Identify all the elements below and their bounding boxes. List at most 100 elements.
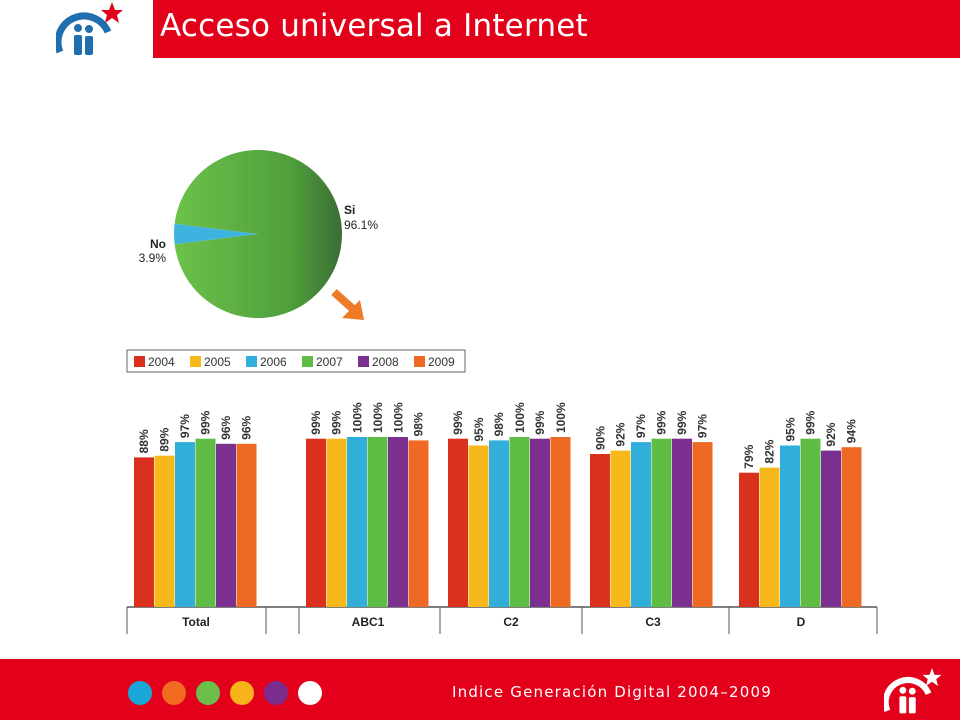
- legend-label-2008: 2008: [372, 355, 399, 369]
- bar-total-2006: [175, 442, 195, 607]
- category-label-abc1: ABC1: [352, 615, 385, 629]
- legend-label-2009: 2009: [428, 355, 455, 369]
- bar-label-total-2004: 88%: [137, 429, 151, 453]
- category-label-c2: C2: [503, 615, 519, 629]
- bar-total-2008: [216, 443, 236, 607]
- bar-c3-2009: [692, 442, 713, 607]
- bar-abc1-2008: [388, 437, 408, 607]
- bar-label-d-2004: 79%: [742, 444, 756, 468]
- bar-d-2007: [800, 438, 821, 607]
- footer-logo-icon: [884, 668, 942, 714]
- bar-c3-2006: [631, 442, 651, 607]
- bar-label-abc1-2005: 99%: [330, 410, 344, 434]
- bar-c2-2009: [550, 437, 571, 607]
- bar-c3-2008: [672, 438, 692, 607]
- bar-abc1-2009: [408, 440, 429, 607]
- footer-text: Indice Generación Digital 2004–2009: [452, 683, 772, 701]
- bar-label-c3-2004: 90%: [593, 426, 607, 450]
- chart-legend: 2004 2005 2006 2007 2008 2009: [126, 349, 466, 373]
- bar-d-2008: [821, 450, 841, 607]
- bar-total-2005: [154, 455, 175, 607]
- bar-c2-2005: [468, 445, 489, 607]
- footer-dot-6: [298, 681, 322, 705]
- bar-label-total-2006: 97%: [178, 414, 192, 438]
- category-label-d: D: [797, 615, 806, 629]
- legend-swatch-2008: [358, 356, 369, 367]
- bar-d-2005: [759, 467, 780, 607]
- bar-label-c3-2006: 97%: [634, 414, 648, 438]
- bar-label-d-2005: 82%: [763, 439, 777, 463]
- bar-label-c2-2005: 95%: [472, 417, 486, 441]
- pie-value-no: 3.9%: [139, 251, 167, 265]
- footer-band: [0, 659, 960, 720]
- bar-total-2007: [195, 438, 216, 607]
- bar-label-total-2009: 96%: [240, 415, 254, 439]
- bar-c3-2005: [610, 450, 631, 607]
- footer-dot-5: [264, 681, 288, 705]
- bar-label-abc1-2004: 99%: [309, 410, 323, 434]
- bar-c2-2008: [530, 438, 550, 607]
- bar-c2-2004: [448, 438, 468, 607]
- bar-label-total-2005: 89%: [158, 427, 172, 451]
- legend-box: [126, 349, 466, 373]
- footer-dot-1: [128, 681, 152, 705]
- bar-c2-2007: [509, 437, 530, 607]
- legend-swatch-2009: [414, 356, 425, 367]
- bar-c2-2006: [489, 440, 509, 607]
- bar-d-2006: [780, 445, 800, 607]
- legend-label-2006: 2006: [260, 355, 287, 369]
- bar-c3-2004: [590, 454, 610, 607]
- bar-total-2009: [236, 443, 257, 607]
- pie-label-si: Si: [344, 203, 355, 217]
- bar-label-total-2008: 96%: [219, 415, 233, 439]
- legend-label-2005: 2005: [204, 355, 231, 369]
- header-band: [153, 0, 960, 58]
- bar-abc1-2007: [367, 437, 388, 607]
- bar-label-total-2007: 99%: [199, 410, 213, 434]
- legend-swatch-2007: [302, 356, 313, 367]
- category-label-total: Total: [182, 615, 210, 629]
- footer-dot-2: [162, 681, 186, 705]
- bar-label-c2-2006: 98%: [492, 412, 506, 436]
- footer-dot-4: [230, 681, 254, 705]
- pie-slice-si: [174, 150, 342, 318]
- bar-label-c2-2007: 100%: [513, 402, 527, 433]
- logo-icon: [56, 2, 123, 55]
- bar-c3-2007: [651, 438, 672, 607]
- legend-label-2007: 2007: [316, 355, 343, 369]
- bar-chart: 88% 89% 97% 99% 96% 96% Total 99% 99% 100% 100% 100…: [126, 402, 878, 634]
- bar-label-abc1-2006: 100%: [350, 402, 364, 433]
- footer-dot-3: [196, 681, 220, 705]
- bar-d-2004: [739, 472, 759, 607]
- bar-label-c2-2008: 99%: [533, 410, 547, 434]
- bar-label-abc1-2007: 100%: [371, 402, 385, 433]
- bar-d-2009: [841, 447, 862, 607]
- page-title: Acceso universal a Internet: [160, 8, 588, 44]
- legend-swatch-2004: [134, 356, 145, 367]
- bar-label-c2-2004: 99%: [451, 410, 465, 434]
- legend-label-2004: 2004: [148, 355, 175, 369]
- category-label-c3: C3: [645, 615, 661, 629]
- bar-label-abc1-2009: 98%: [412, 412, 426, 436]
- bar-abc1-2005: [326, 438, 347, 607]
- bar-label-d-2009: 94%: [845, 419, 859, 443]
- bar-label-c3-2005: 92%: [614, 422, 628, 446]
- arrow-down-right-icon: [331, 289, 364, 320]
- bar-abc1-2006: [347, 437, 367, 607]
- bar-label-d-2006: 95%: [783, 417, 797, 441]
- bar-label-d-2008: 92%: [824, 422, 838, 446]
- bar-label-d-2007: 99%: [804, 410, 818, 434]
- bar-label-c3-2008: 99%: [675, 410, 689, 434]
- legend-swatch-2006: [246, 356, 257, 367]
- bar-abc1-2004: [306, 438, 326, 607]
- bar-label-c3-2009: 97%: [696, 414, 710, 438]
- bar-label-c3-2007: 99%: [655, 410, 669, 434]
- bar-label-c2-2009: 100%: [554, 402, 568, 433]
- bar-total-2004: [134, 457, 154, 607]
- footer-color-dots: [128, 681, 322, 705]
- pie-label-no: No: [150, 237, 166, 251]
- pie-slice-no: [174, 223, 258, 245]
- bar-label-abc1-2008: 100%: [391, 402, 405, 433]
- legend-swatch-2005: [190, 356, 201, 367]
